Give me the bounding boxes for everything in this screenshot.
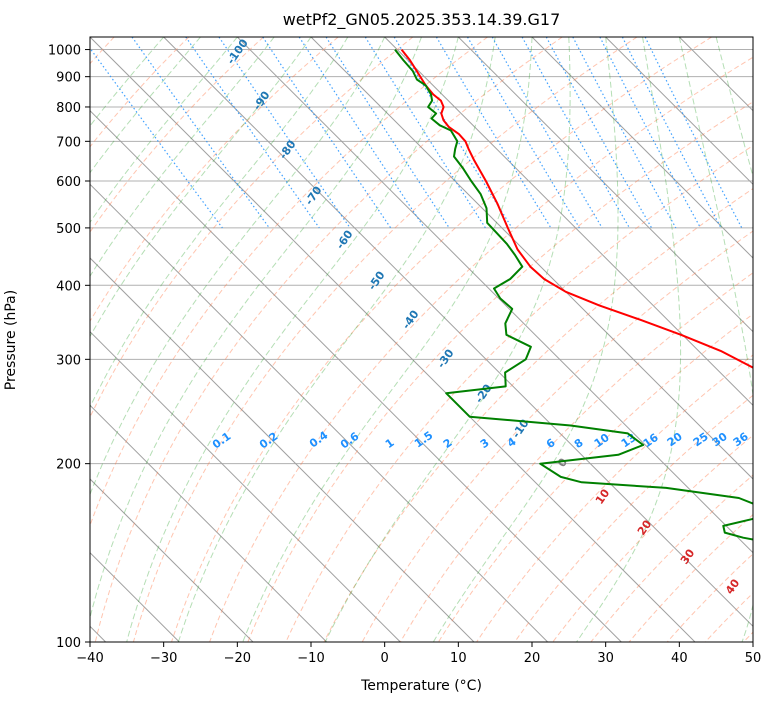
x-tick-label: 0 bbox=[381, 651, 389, 666]
y-tick-label: 900 bbox=[56, 71, 81, 86]
x-tick-label: −20 bbox=[224, 651, 251, 666]
y-tick-label: 200 bbox=[56, 458, 81, 473]
y-tick-label: 800 bbox=[56, 101, 81, 116]
x-tick-label: 40 bbox=[671, 651, 688, 666]
isotherm-line bbox=[753, 37, 775, 642]
chart-title: wetPf2_GN05.2025.353.14.39.G17 bbox=[90, 10, 753, 29]
y-tick-label: 100 bbox=[56, 636, 81, 651]
y-tick-label: 300 bbox=[56, 353, 81, 368]
y-tick-label: 500 bbox=[56, 222, 81, 237]
y-tick-label: 1000 bbox=[48, 44, 81, 59]
x-tick-label: −10 bbox=[297, 651, 324, 666]
x-tick-label: −30 bbox=[150, 651, 177, 666]
y-tick-label: 400 bbox=[56, 279, 81, 294]
x-axis-label: Temperature (°C) bbox=[90, 678, 753, 694]
y-tick-label: 700 bbox=[56, 135, 81, 150]
x-tick-label: 10 bbox=[450, 651, 467, 666]
x-tick-label: 30 bbox=[597, 651, 614, 666]
x-tick-label: 50 bbox=[745, 651, 762, 666]
y-tick-label: 600 bbox=[56, 175, 81, 190]
x-tick-label: 20 bbox=[524, 651, 541, 666]
x-tick-label: −40 bbox=[76, 651, 103, 666]
plot-area bbox=[90, 37, 753, 642]
y-axis-label: Pressure (hPa) bbox=[3, 290, 19, 390]
y-axis-ticks: 1000 900 800 700 600 500 400 300 200 100 bbox=[48, 44, 90, 651]
x-axis-ticks: −40 −30 −20 −10 0 10 20 30 40 50 bbox=[76, 642, 761, 666]
